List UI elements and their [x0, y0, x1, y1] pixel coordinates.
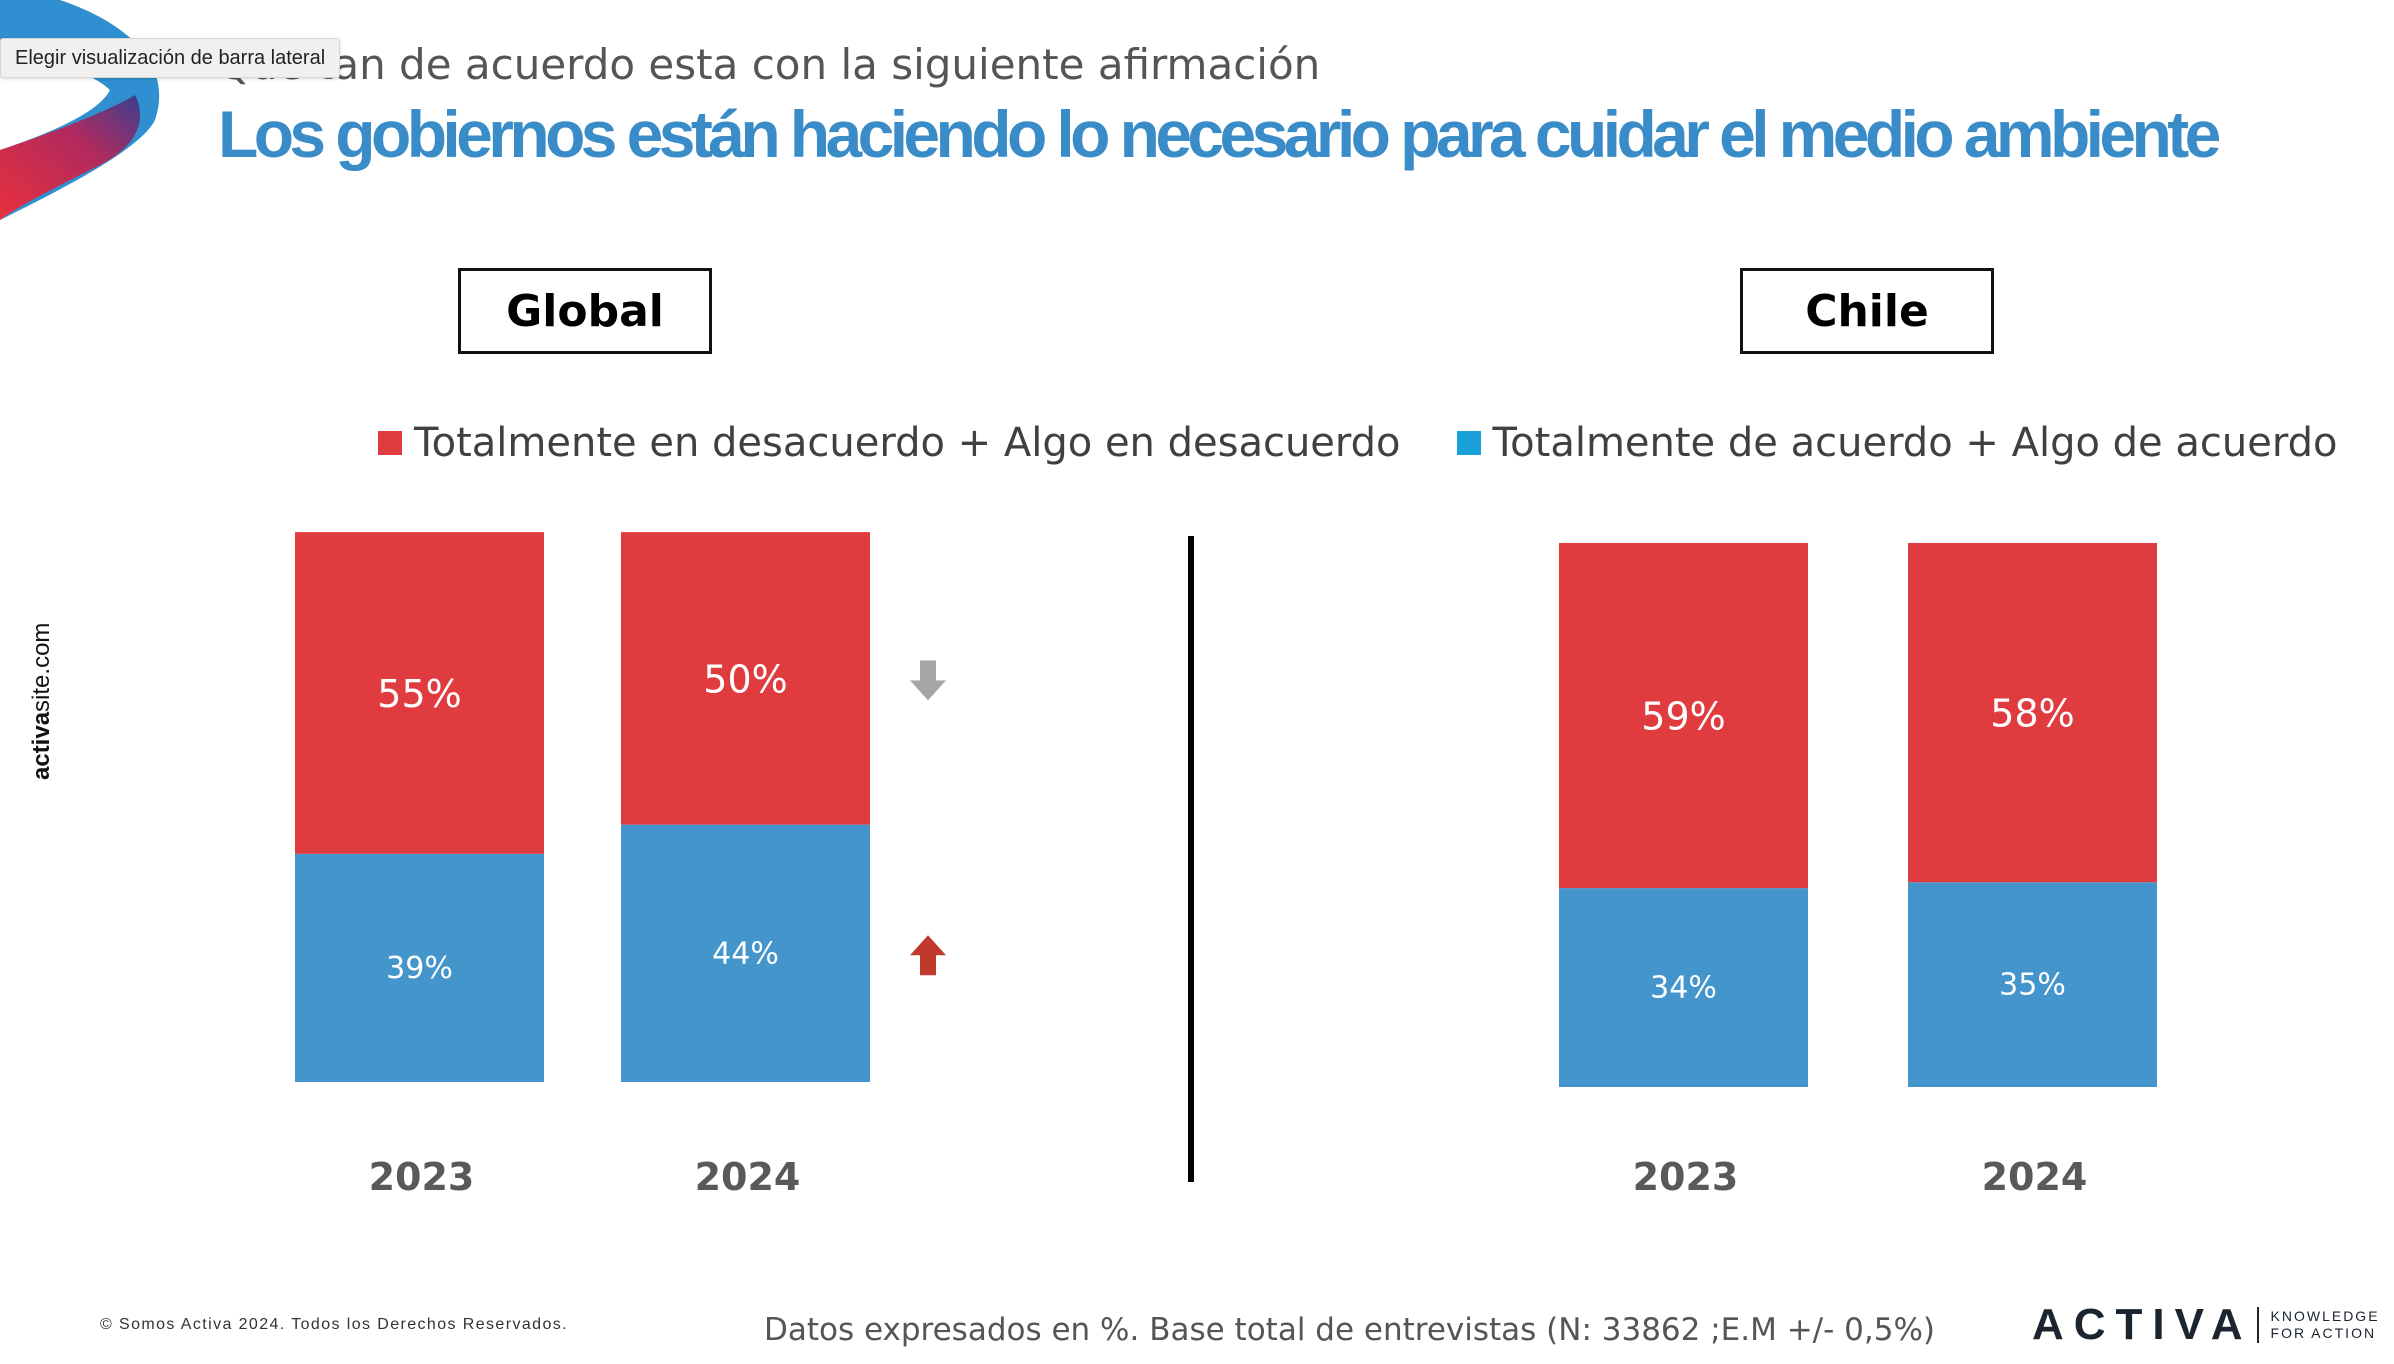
- footnote-text: Datos expresados en %. Base total de ent…: [764, 1312, 1936, 1348]
- category-label: 2023: [369, 1155, 475, 1199]
- legend-label-acuerdo: Totalmente de acuerdo + Algo de acuerdo: [1492, 420, 2338, 466]
- bar-segment-acuerdo: [1559, 888, 1808, 1087]
- bar-segment-desacuerdo: [1559, 542, 1808, 889]
- legend-label-desacuerdo: Totalmente en desacuerdo + Algo en desac…: [414, 420, 1401, 466]
- brand-tagline: KNOWLEDGE FOR ACTION: [2271, 1308, 2380, 1342]
- sidebar-tooltip: Elegir visualización de barra lateral: [0, 38, 341, 78]
- data-label-acuerdo: 34%: [1650, 971, 1717, 1006]
- data-label-acuerdo: 35%: [1999, 968, 2066, 1003]
- data-label-acuerdo: 39%: [386, 951, 453, 986]
- bar-segment-acuerdo: [295, 853, 544, 1082]
- legend-item-acuerdo: Totalmente de acuerdo + Algo de acuerdo: [1456, 420, 2338, 466]
- category-label: 2024: [695, 1155, 801, 1199]
- category-label: 2024: [1982, 1155, 2088, 1199]
- chart-legend: Totalmente en desacuerdo + Algo en desac…: [378, 420, 2393, 466]
- arrow-down-icon: [910, 660, 946, 701]
- legend-item-desacuerdo: Totalmente en desacuerdo + Algo en desac…: [378, 420, 1401, 466]
- activa-logo: ACTIVA KNOWLEDGE FOR ACTION: [2032, 1300, 2380, 1350]
- data-label-desacuerdo: 55%: [377, 672, 461, 716]
- copyright-text: © Somos Activa 2024. Todos los Derechos …: [100, 1316, 568, 1333]
- group-title-chile: Chile: [1740, 268, 1994, 354]
- brand-tagline-line1: KNOWLEDGE: [2270, 1308, 2380, 1324]
- panel-divider: [1188, 536, 1194, 1182]
- bar-segment-desacuerdo: [621, 532, 870, 825]
- category-label: 2023: [1633, 1155, 1739, 1199]
- arrow-up-icon: [910, 935, 946, 976]
- bar-segment-acuerdo: [1908, 882, 2157, 1087]
- page-title: Los gobiernos están haciendo lo necesari…: [218, 97, 2221, 171]
- data-label-desacuerdo: 50%: [703, 657, 787, 701]
- legend-swatch-blue: [1456, 431, 1481, 455]
- bar-segment-desacuerdo: [295, 532, 544, 854]
- brand-separator: [2256, 1307, 2259, 1343]
- bar-segment-desacuerdo: [1908, 542, 2157, 883]
- page-subtitle: Qué tan de acuerdo esta con la siguiente…: [218, 40, 1321, 89]
- bar-segment-acuerdo: [621, 824, 870, 1082]
- brand-tagline-line2: FOR ACTION: [2270, 1325, 2377, 1341]
- data-label-acuerdo: 44%: [712, 936, 779, 971]
- data-label-desacuerdo: 59%: [1641, 695, 1725, 739]
- data-label-desacuerdo: 58%: [1990, 692, 2074, 736]
- brand-wordmark: ACTIVA: [2032, 1300, 2253, 1349]
- legend-swatch-red: [378, 431, 402, 455]
- group-title-global: Global: [458, 268, 712, 354]
